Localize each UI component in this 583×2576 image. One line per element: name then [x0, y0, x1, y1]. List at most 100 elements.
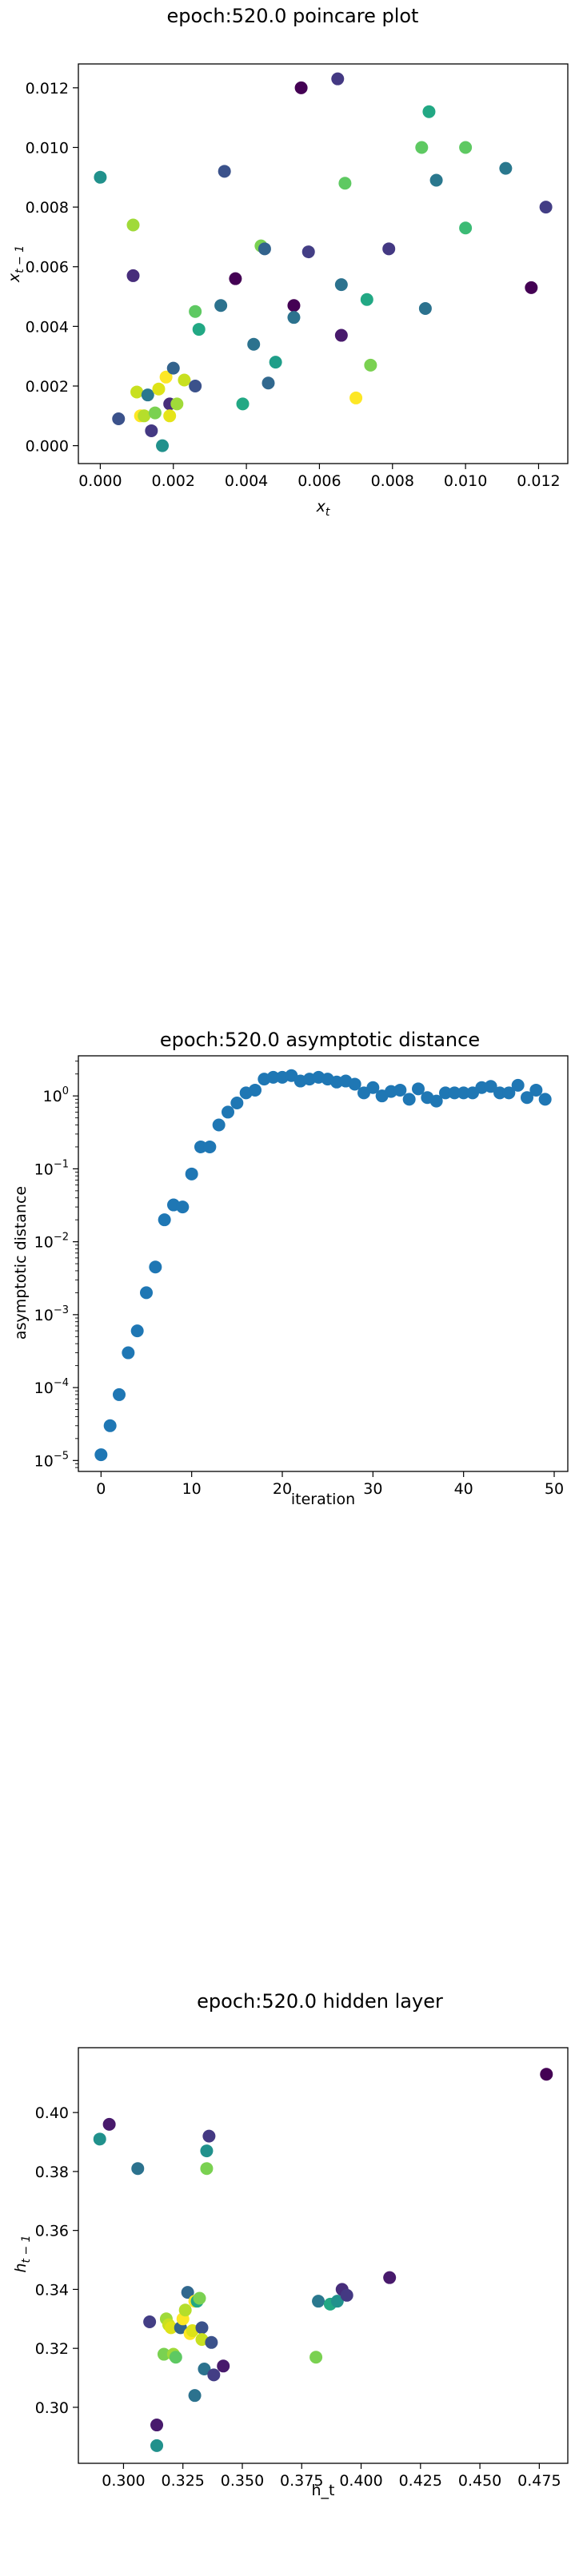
scatter-point — [360, 293, 373, 306]
chart-title: epoch:520.0 poincare plot — [167, 5, 419, 27]
plot-frame — [78, 2047, 569, 2464]
scatter-point — [202, 2129, 216, 2143]
scatter-point — [158, 1213, 171, 1227]
scatter-point — [457, 1086, 470, 1100]
scatter-point — [412, 1082, 425, 1096]
scatter-point — [521, 1091, 533, 1105]
plot-frame — [78, 63, 569, 464]
y-tick-label: 100 — [43, 1085, 69, 1105]
poincare-plot-chart: epoch:520.0 poincare plot 0.000 0.002 0.00… — [6, 5, 569, 519]
scatter-point — [217, 2359, 230, 2373]
scatter-point — [103, 1419, 117, 1432]
scatter-point — [312, 2295, 325, 2308]
scatter-point — [366, 1081, 380, 1094]
scatter-point — [348, 1077, 361, 1091]
scatter-point — [200, 2144, 214, 2158]
scatter-point — [94, 170, 107, 184]
scatter-point — [269, 356, 282, 369]
scatter-point — [193, 2291, 206, 2305]
scatter-point — [122, 1346, 135, 1360]
scatter-point — [205, 2335, 218, 2349]
x-tick-label: 0.008 — [371, 472, 414, 490]
scatter-point — [249, 1083, 262, 1097]
scatter-point — [301, 245, 315, 259]
chart-title: epoch:520.0 asymptotic distance — [160, 1029, 480, 1051]
scatter-point — [493, 1086, 506, 1100]
x-tick-label: 0.350 — [221, 2472, 264, 2490]
scatter-point — [130, 1324, 144, 1338]
y-tick-label: 0.30 — [35, 2399, 69, 2417]
chart-title: epoch:520.0 hidden layer — [197, 1990, 443, 2013]
scatter-point — [402, 1093, 416, 1106]
x-tick-label: 0.475 — [517, 2472, 561, 2490]
y-tick-label: 0.32 — [35, 2340, 69, 2358]
scatter-point — [178, 373, 191, 387]
x-tick-label: 0.375 — [280, 2472, 323, 2490]
x-axis-label: iteration — [291, 1491, 355, 1508]
x-tick-label: 0.002 — [152, 472, 195, 490]
x-tick-label: 0.006 — [297, 472, 341, 490]
scatter-point — [192, 323, 206, 336]
y-axis-label: xt − 1 — [6, 245, 26, 283]
scatter-point — [309, 2351, 323, 2364]
scatter-point — [188, 2389, 202, 2403]
scatter-point — [170, 397, 184, 411]
scatter-point — [141, 388, 154, 402]
scatter-point — [538, 1093, 552, 1106]
scatter-point — [156, 439, 170, 452]
scatter-point — [150, 2439, 164, 2452]
scatter-point — [382, 242, 396, 256]
scatter-point — [439, 1086, 452, 1100]
scatter-points — [93, 2068, 553, 2452]
scatter-point — [415, 141, 429, 154]
scatter-point — [429, 173, 443, 187]
y-tick-label: 10−4 — [34, 1377, 69, 1397]
y-axis-label: ht − 1 — [12, 2235, 33, 2272]
x-tick-label: 0.000 — [78, 472, 122, 490]
scatter-point — [185, 1167, 198, 1181]
scatter-point — [258, 242, 271, 256]
scatter-point — [294, 81, 308, 94]
scatter-points — [94, 72, 553, 452]
x-axis-label: xt — [316, 498, 330, 519]
scatter-point — [140, 1286, 153, 1300]
scatter-point — [198, 2362, 211, 2375]
y-tick-label: 0.40 — [35, 2104, 69, 2122]
scatter-point — [130, 385, 144, 399]
y-tick-label: 0.34 — [35, 2281, 69, 2299]
scatter-point — [93, 2132, 106, 2146]
scatter-point — [222, 1105, 234, 1119]
y-tick-label: 10−3 — [34, 1304, 69, 1324]
scatter-point — [364, 358, 377, 372]
scatter-point — [262, 376, 275, 390]
scatter-point — [287, 299, 301, 313]
scatter-point — [138, 409, 151, 423]
scatter-point — [159, 370, 173, 384]
x-tick-label: 0.012 — [517, 472, 560, 490]
scatter-point — [148, 406, 162, 420]
y-axis-ticks: 0.30 0.32 0.34 0.36 0.38 0.40 — [35, 2104, 78, 2417]
x-tick-label: 0.425 — [399, 2472, 442, 2490]
x-tick-label: 0.325 — [162, 2472, 205, 2490]
scatter-point — [94, 1448, 108, 1462]
y-tick-label: 0.36 — [35, 2223, 69, 2240]
scatter-point — [529, 1083, 543, 1097]
scatter-point — [502, 1086, 516, 1100]
scatter-point — [207, 2368, 221, 2382]
y-tick-label: 0.010 — [26, 139, 69, 157]
x-tick-label: 0 — [96, 1480, 106, 1498]
y-tick-label: 0.006 — [26, 259, 69, 277]
scatter-point — [149, 1260, 162, 1274]
y-axis-ticks: 10−5 10−4 10−3 10−2 10−1 100 — [34, 1061, 78, 1470]
x-tick-label: 0.450 — [458, 2472, 501, 2490]
x-tick-label: 50 — [545, 1480, 564, 1498]
scatter-point — [212, 1118, 226, 1132]
scatter-point — [163, 409, 177, 423]
x-axis-ticks: 0.300 0.325 0.350 0.375 0.400 0.425 0.450 0.475 — [102, 2463, 561, 2490]
scatter-point — [539, 201, 553, 214]
scatter-point — [383, 2271, 397, 2284]
scatter-point — [334, 328, 348, 342]
scatter-point — [178, 2303, 192, 2317]
hidden-layer-chart: epoch:520.0 hidden layer 0.300 0.325 0.350… — [12, 1990, 569, 2499]
scatter-point — [340, 2288, 353, 2302]
